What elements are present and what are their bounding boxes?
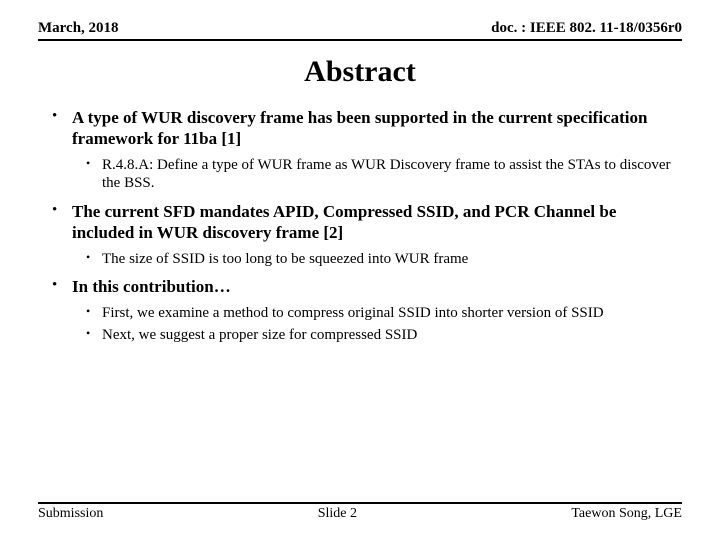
sub-bullet-item: Next, we suggest a proper size for compr…: [72, 326, 682, 345]
header-date: March, 2018: [38, 20, 119, 37]
slide-title: Abstract: [38, 55, 682, 89]
bullet-item: In this contribution… First, we examine …: [38, 276, 682, 345]
sub-bullet-list: First, we examine a method to compress o…: [72, 304, 682, 346]
bullet-text: A type of WUR discovery frame has been s…: [72, 107, 682, 150]
bullet-item: A type of WUR discovery frame has been s…: [38, 107, 682, 193]
footer-left: Submission: [38, 506, 103, 522]
sub-bullet-text: The size of SSID is too long to be squee…: [102, 250, 682, 269]
sub-bullet-item: First, we examine a method to compress o…: [72, 304, 682, 323]
sub-bullet-list: R.4.8.A: Define a type of WUR frame as W…: [72, 156, 682, 194]
sub-bullet-text: First, we examine a method to compress o…: [102, 304, 682, 323]
sub-bullet-item: The size of SSID is too long to be squee…: [72, 250, 682, 269]
sub-bullet-list: The size of SSID is too long to be squee…: [72, 250, 682, 269]
sub-bullet-text: Next, we suggest a proper size for compr…: [102, 326, 682, 345]
bullet-text: In this contribution…: [72, 276, 682, 297]
footer: Submission Slide 2 Taewon Song, LGE: [38, 502, 682, 522]
bullet-list: A type of WUR discovery frame has been s…: [38, 107, 682, 345]
header: March, 2018 doc. : IEEE 802. 11-18/0356r…: [38, 20, 682, 41]
footer-center: Slide 2: [318, 506, 357, 522]
sub-bullet-item: R.4.8.A: Define a type of WUR frame as W…: [72, 156, 682, 194]
bullet-item: The current SFD mandates APID, Compresse…: [38, 201, 682, 268]
sub-bullet-text: R.4.8.A: Define a type of WUR frame as W…: [102, 156, 682, 194]
footer-right: Taewon Song, LGE: [571, 506, 682, 522]
bullet-text: The current SFD mandates APID, Compresse…: [72, 201, 682, 244]
header-doc-id: doc. : IEEE 802. 11-18/0356r0: [491, 20, 682, 37]
